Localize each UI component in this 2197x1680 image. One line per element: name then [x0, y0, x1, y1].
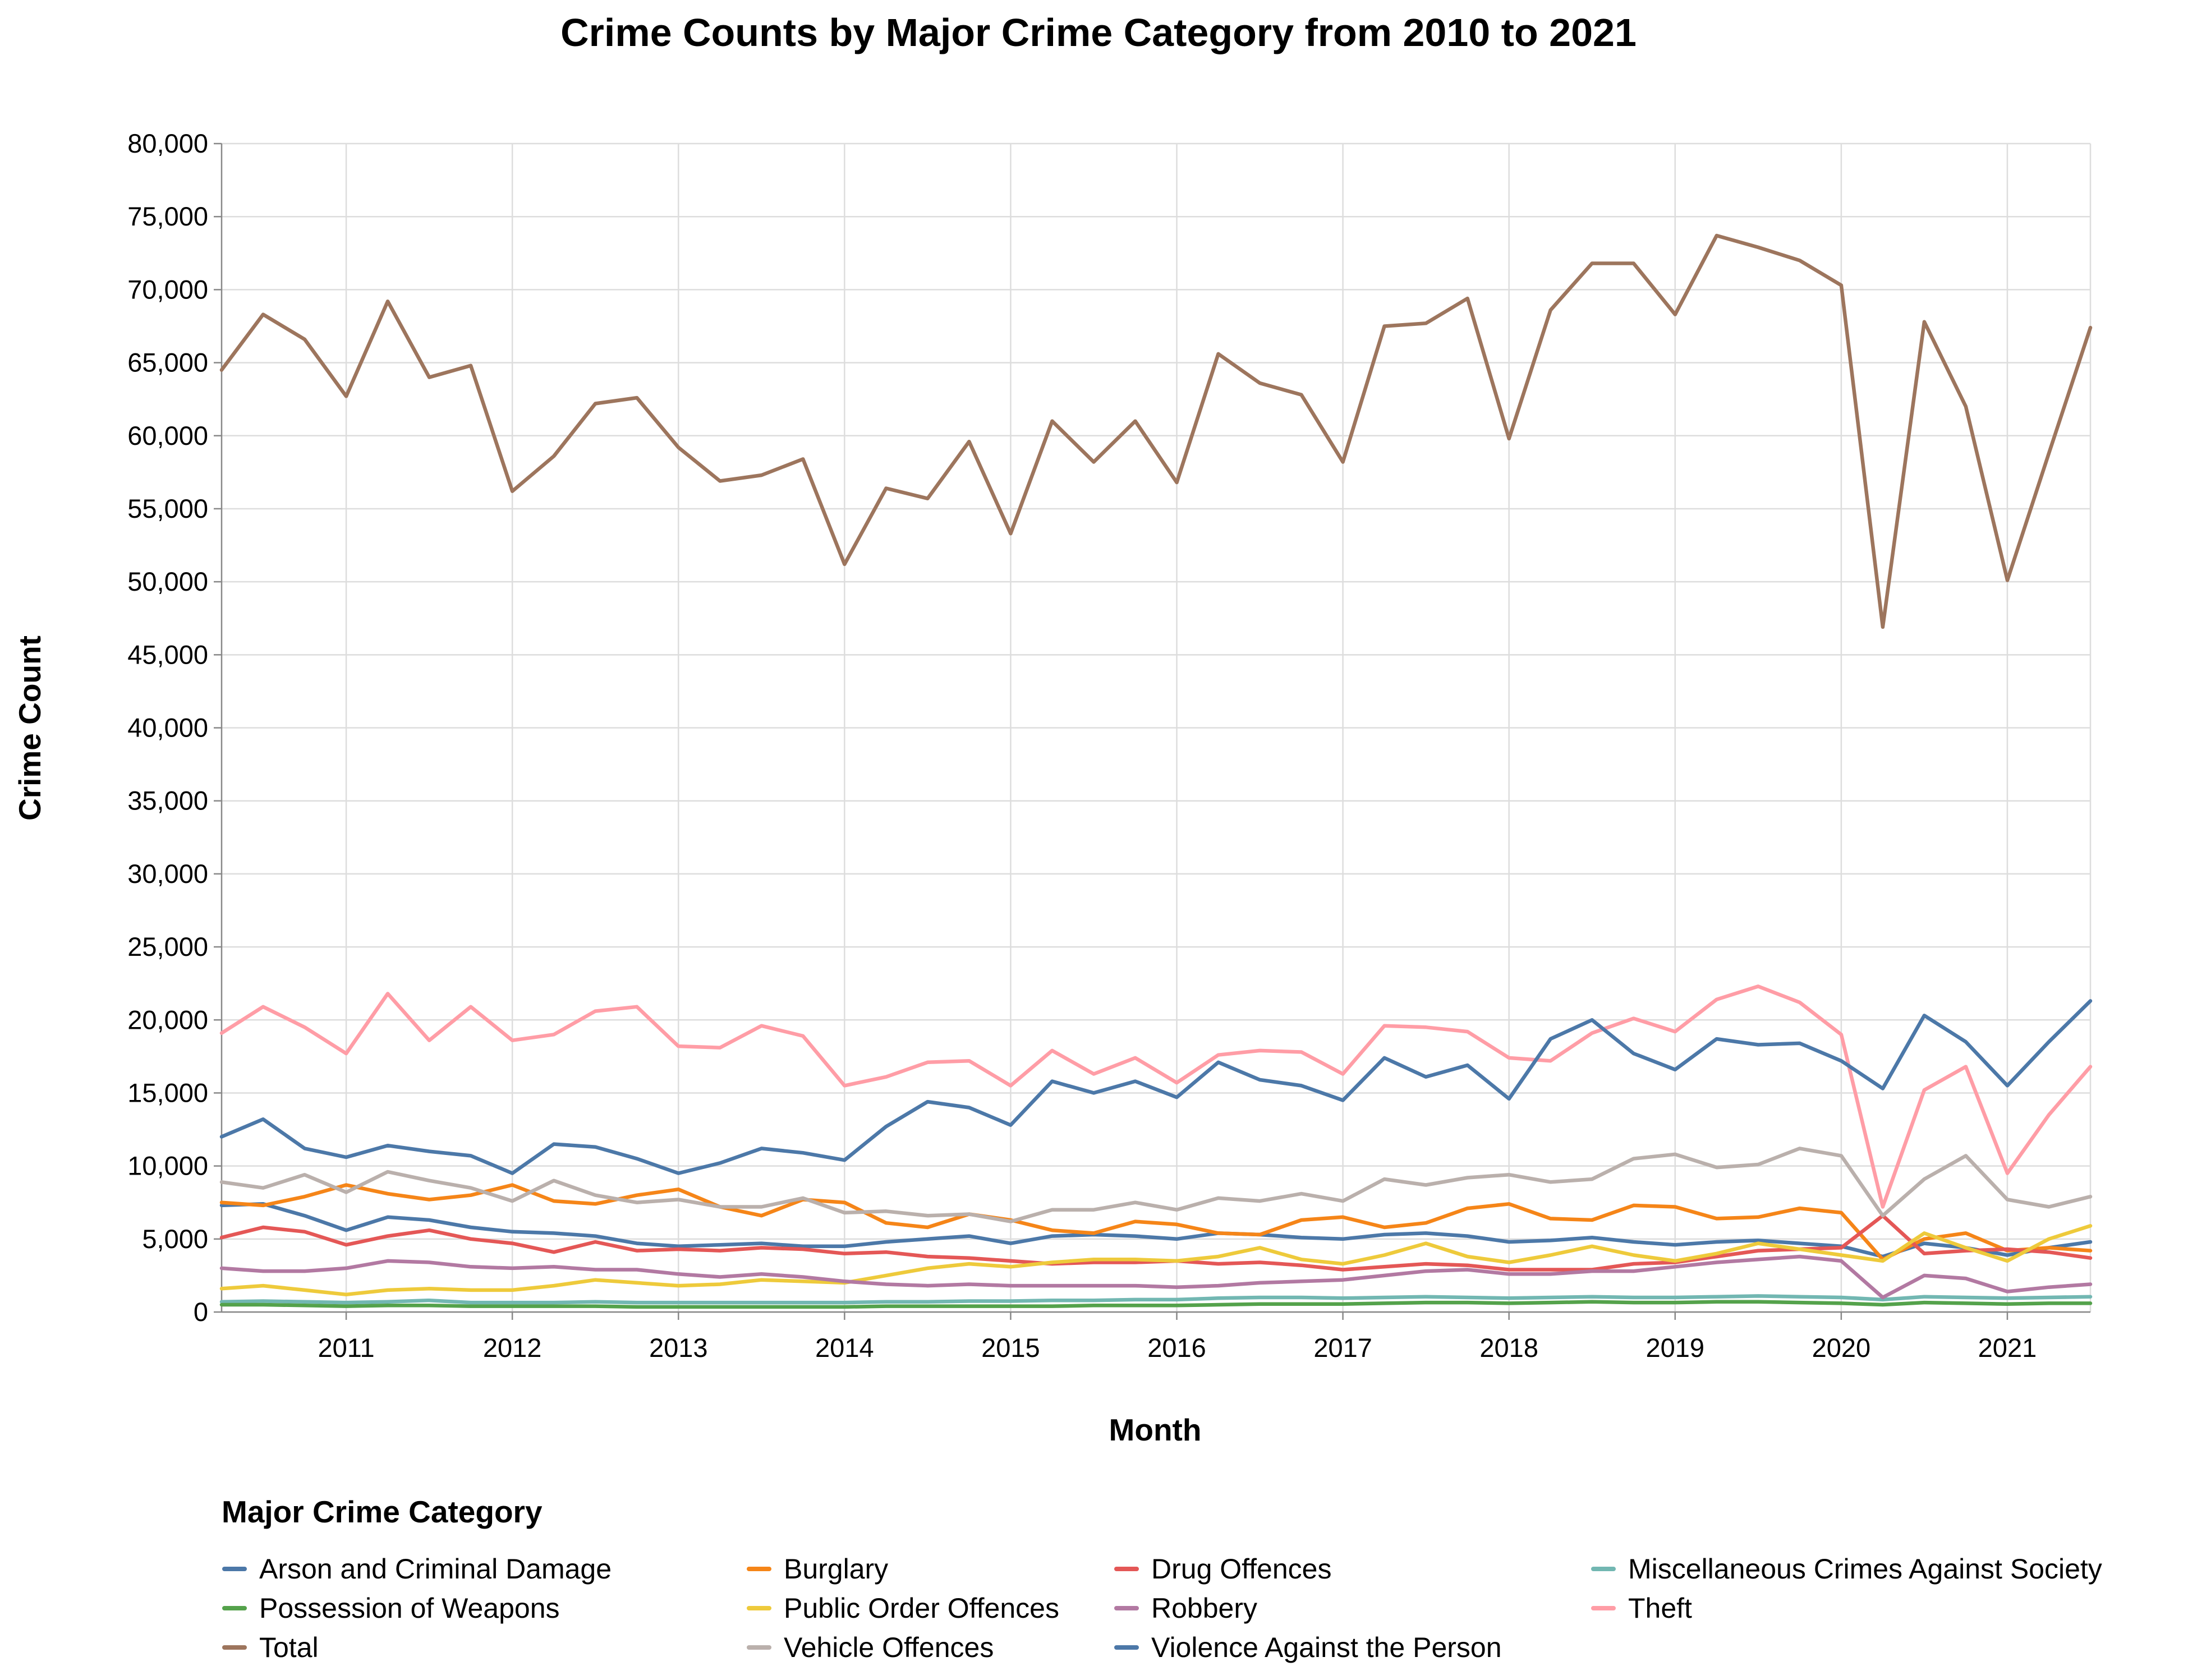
y-tick-label: 65,000 — [127, 348, 208, 378]
series-line-1 — [219, 1202, 2093, 1259]
series-line-9 — [219, 233, 2093, 629]
x-tick-label: 2020 — [1812, 1333, 1871, 1363]
legend-label: Miscellaneous Crimes Against Society — [1628, 1553, 2102, 1585]
grid — [222, 142, 2092, 1313]
axes: 0 5,000 10,000 15,000 20,000 25,000 30,000 35,0… — [127, 128, 2090, 1363]
legend-label: Drug Offences — [1151, 1553, 1331, 1585]
x-tick-label: 2021 — [1978, 1333, 2037, 1363]
y-tick-label: 30,000 — [127, 859, 208, 889]
legend-label: Robbery — [1151, 1592, 1257, 1624]
series-line-2 — [219, 1183, 2093, 1262]
y-tick-label: 20,000 — [127, 1005, 208, 1034]
y-tick-label: 15,000 — [127, 1078, 208, 1107]
x-tick-label: 2019 — [1646, 1333, 1704, 1363]
y-tick-label: 0 — [194, 1297, 208, 1327]
series-line-5 — [219, 1300, 2093, 1309]
y-tick-label: 45,000 — [127, 639, 208, 669]
series-lines — [219, 233, 2093, 1309]
series-line-8 — [219, 984, 2093, 1209]
legend-label: Vehicle Offences — [784, 1632, 994, 1663]
y-tick-label: 60,000 — [127, 421, 208, 450]
y-tick-label: 70,000 — [127, 274, 208, 304]
x-axis-title: Month — [1109, 1412, 1202, 1447]
series-line-4 — [219, 1294, 2093, 1305]
series-line-10 — [219, 1147, 2093, 1223]
y-tick-label: 5,000 — [142, 1224, 208, 1254]
legend-title: Major Crime Category — [222, 1494, 543, 1529]
y-tick-label: 25,000 — [127, 932, 208, 961]
legend-label: Theft — [1628, 1592, 1692, 1624]
x-tick-label: 2018 — [1479, 1333, 1538, 1363]
legend-label: Burglary — [784, 1553, 888, 1585]
legend: Arson and Criminal Damage Burglary Drug Of… — [222, 1553, 2102, 1663]
series-line-7 — [219, 1254, 2093, 1300]
legend-label: Arson and Criminal Damage — [259, 1553, 612, 1585]
legend-label: Total — [259, 1632, 319, 1663]
legend-label: Public Order Offences — [784, 1592, 1059, 1624]
x-tick-label: 2014 — [815, 1333, 874, 1363]
y-tick-label: 10,000 — [127, 1151, 208, 1181]
y-tick-label: 80,000 — [127, 128, 208, 158]
x-tick-label: 2017 — [1313, 1333, 1372, 1363]
x-tick-label: 2011 — [318, 1333, 375, 1363]
x-tick-label: 2013 — [649, 1333, 708, 1363]
legend-label: Possession of Weapons — [259, 1592, 560, 1624]
y-tick-label: 50,000 — [127, 567, 208, 596]
y-tick-label: 35,000 — [127, 786, 208, 816]
series-line-11 — [219, 999, 2093, 1175]
series-line-6 — [219, 1224, 2093, 1297]
x-tick-label: 2012 — [483, 1333, 542, 1363]
y-tick-label: 55,000 — [127, 494, 208, 523]
x-tick-label: 2015 — [981, 1333, 1040, 1363]
y-tick-label: 40,000 — [127, 713, 208, 743]
y-axis-title: Crime Count — [12, 636, 47, 821]
legend-label: Violence Against the Person — [1151, 1632, 1502, 1663]
x-tick-label: 2016 — [1147, 1333, 1206, 1363]
y-tick-label: 75,000 — [127, 201, 208, 231]
chart-title: Crime Counts by Major Crime Category fro… — [560, 11, 1637, 54]
